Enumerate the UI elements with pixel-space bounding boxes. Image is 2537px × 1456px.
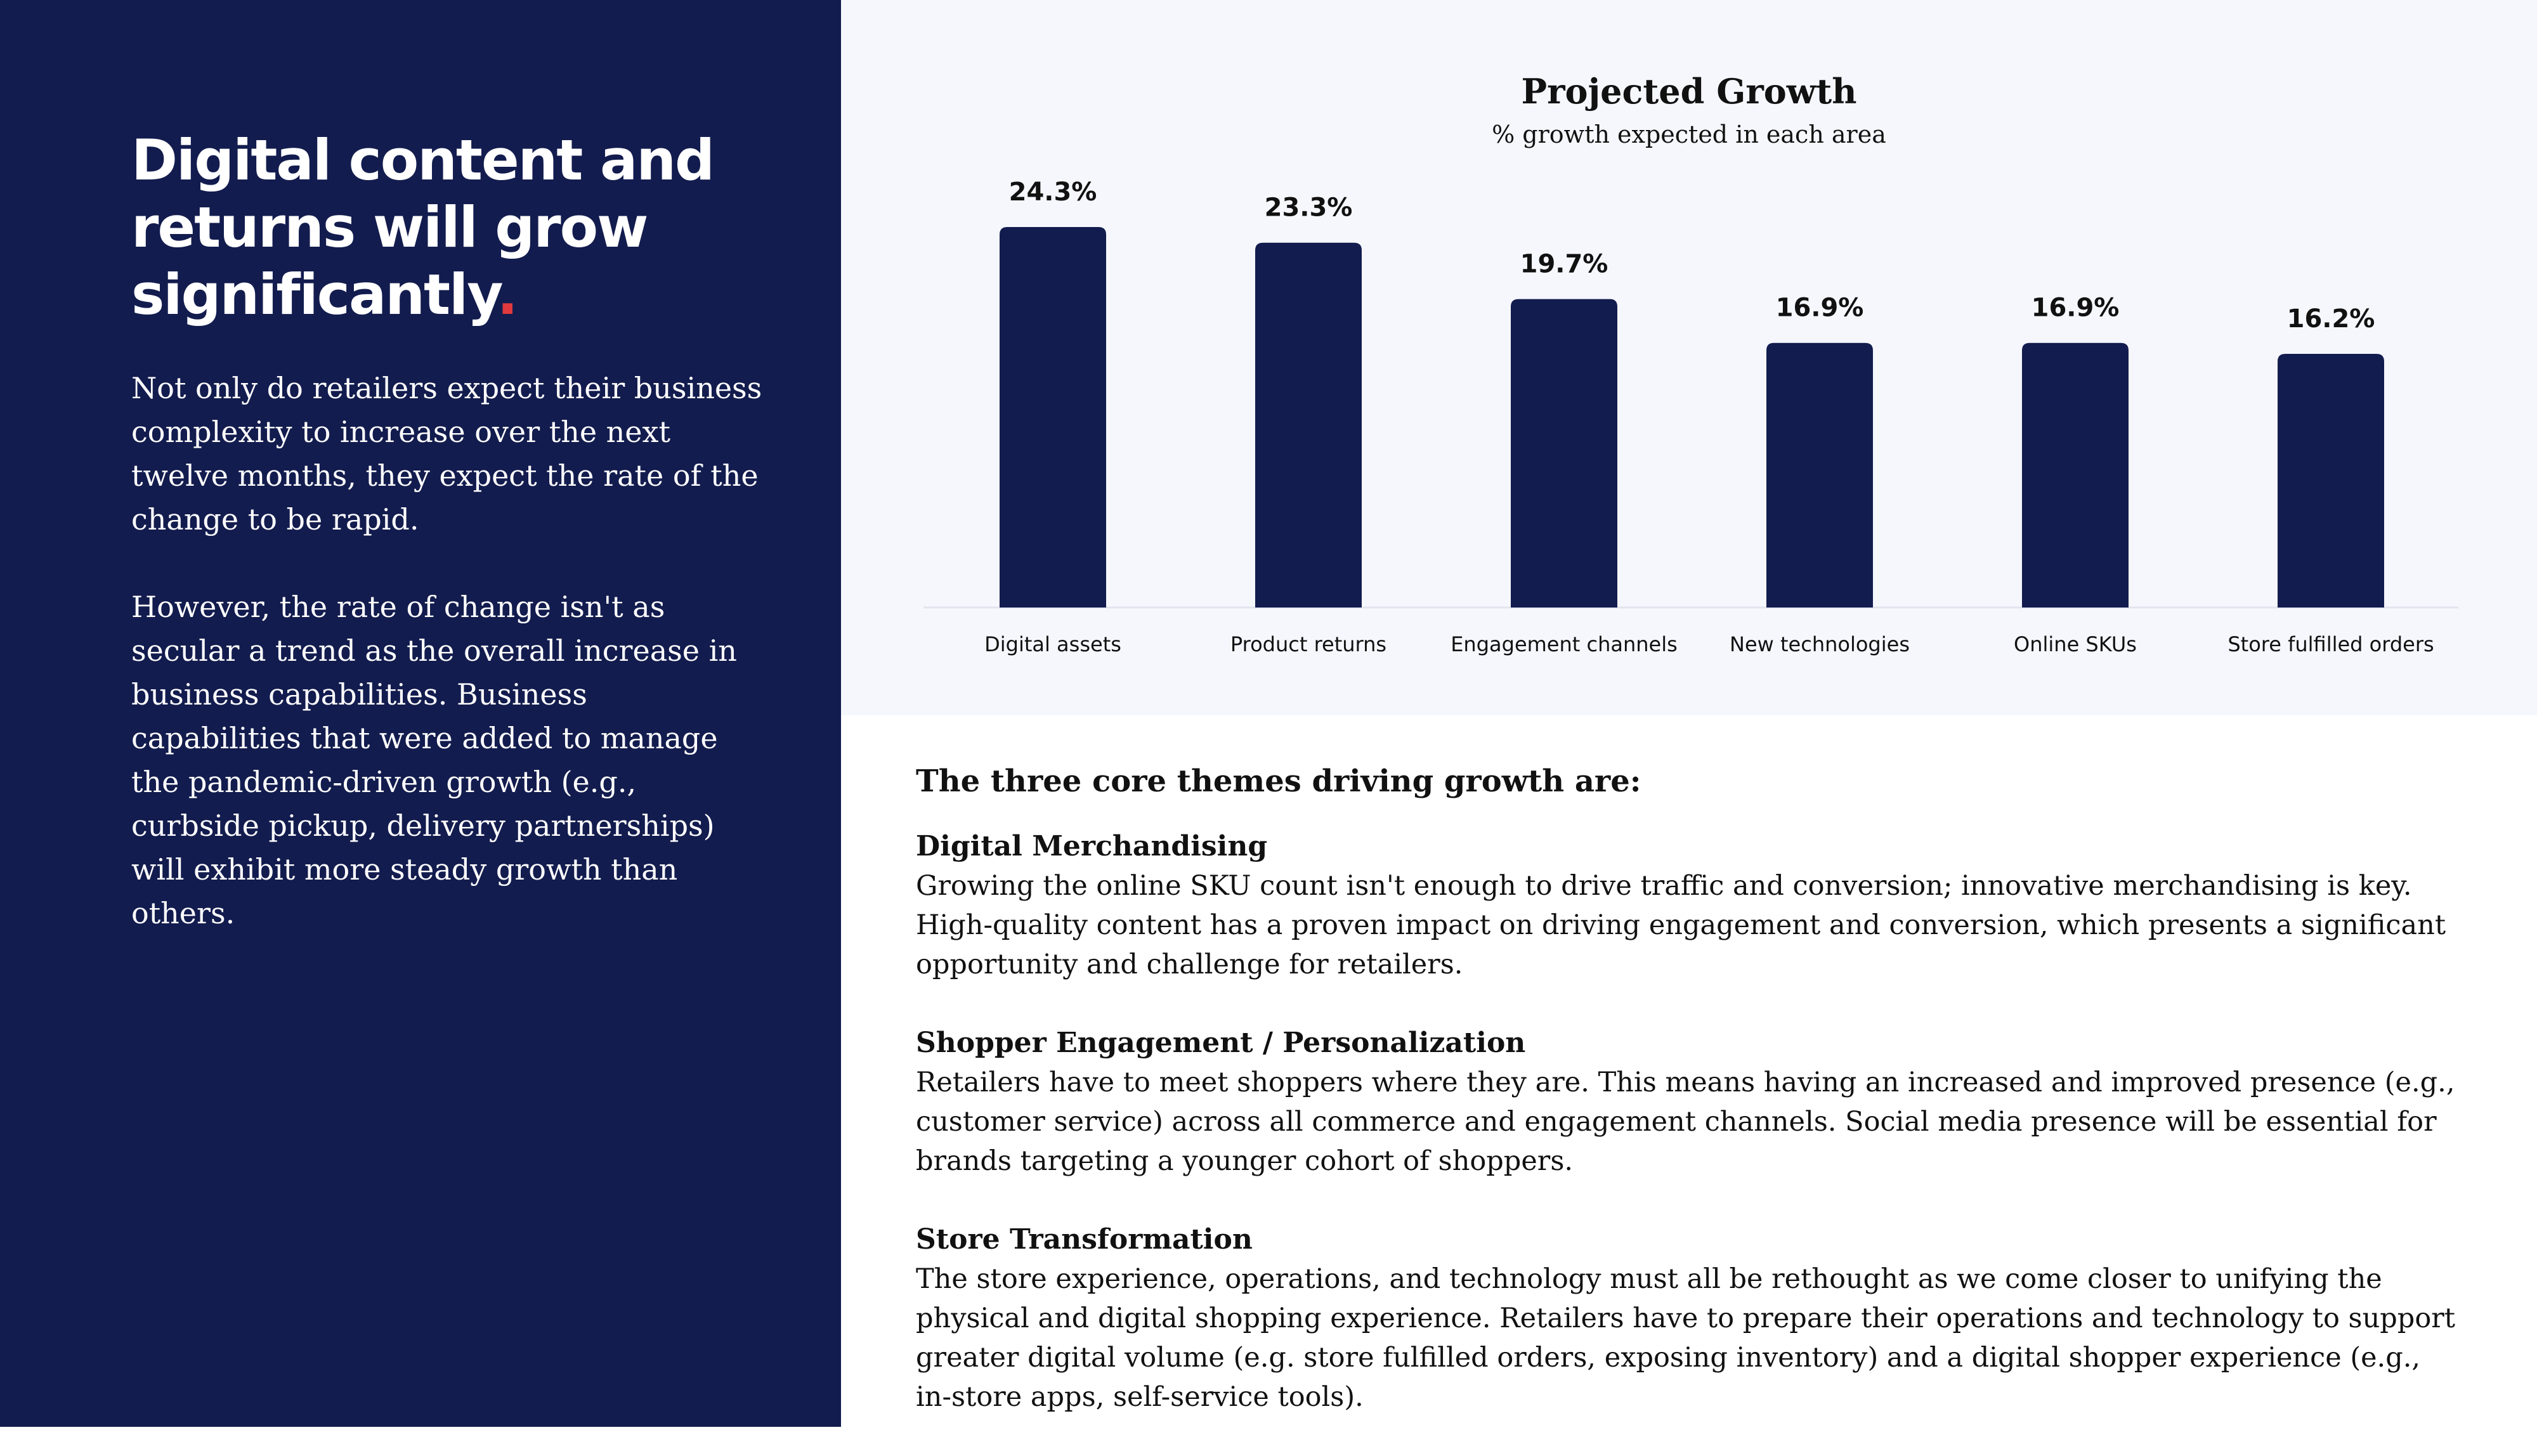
data-label: 24.3%	[1009, 178, 1097, 207]
chart-panel: Projected Growth % growth expected in ea…	[841, 0, 2537, 715]
bar	[1511, 299, 1617, 608]
category-label: New technologies	[1730, 632, 1910, 656]
bar	[1000, 227, 1106, 608]
intro-paragraph-1: Not only do retailers expect their busin…	[131, 371, 762, 536]
chart-subtitle: % growth expected in each area	[1492, 120, 1886, 148]
bar	[2022, 342, 2129, 608]
bar	[1255, 242, 1362, 608]
theme-body: Growing the online SKU count isn't enoug…	[916, 870, 2446, 980]
headline: Digital content and returns will grow si…	[131, 127, 766, 328]
bar	[2278, 354, 2384, 608]
headline-accent-dot: .	[497, 262, 518, 327]
category-label: Engagement channels	[1451, 632, 1678, 656]
theme-store-transformation: Store Transformation The store experienc…	[916, 1220, 2463, 1417]
left-panel: Digital content and returns will grow si…	[0, 0, 841, 1427]
theme-title: Shopper Engagement / Personalization	[916, 1027, 1526, 1059]
category-label: Store fulfilled orders	[2227, 632, 2434, 656]
themes-heading: The three core themes driving growth are…	[916, 764, 1641, 799]
data-label: 16.9%	[1776, 294, 1864, 323]
intro-paragraph-2: However, the rate of change isn't as sec…	[131, 590, 737, 930]
data-label: 19.7%	[1520, 250, 1608, 279]
bar-chart: 24.3% Digital assets 23.3% Product returns 1…	[923, 178, 2458, 656]
data-label: 16.9%	[2032, 294, 2120, 323]
theme-body: Retailers have to meet shoppers where th…	[916, 1067, 2455, 1177]
data-label: 16.2%	[2287, 304, 2375, 334]
theme-digital-merchandising: Digital Merchandising Growing the online…	[916, 827, 2463, 984]
theme-title: Digital Merchandising	[916, 830, 1268, 862]
category-label: Product returns	[1230, 632, 1386, 656]
intro-text: Not only do retailers expect their busin…	[131, 367, 766, 979]
data-label: 23.3%	[1265, 193, 1353, 223]
bar	[1766, 342, 1873, 608]
theme-shopper-engagement: Shopper Engagement / Personalization Ret…	[916, 1024, 2463, 1181]
category-label: Digital assets	[984, 632, 1121, 656]
category-label: Online SKUs	[2014, 632, 2137, 656]
theme-body: The store experience, operations, and te…	[916, 1263, 2456, 1413]
theme-title: Store Transformation	[916, 1223, 1253, 1256]
chart-title: Projected Growth	[1521, 71, 1857, 112]
themes-section: The three core themes driving growth are…	[916, 761, 2463, 1456]
headline-text: Digital content and returns will grow si…	[131, 127, 715, 327]
